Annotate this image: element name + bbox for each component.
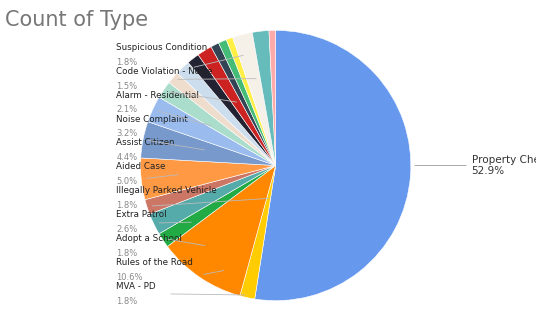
Text: Rules of the Road: Rules of the Road (116, 258, 193, 267)
Text: 1.5%: 1.5% (116, 81, 137, 90)
Wedge shape (240, 166, 276, 299)
Text: 2.1%: 2.1% (116, 106, 137, 115)
Wedge shape (169, 73, 276, 166)
Wedge shape (198, 47, 276, 166)
Wedge shape (145, 166, 276, 214)
Text: 1.8%: 1.8% (116, 201, 137, 210)
Text: Count of Type: Count of Type (5, 10, 148, 30)
Text: 2.6%: 2.6% (116, 225, 137, 234)
Text: Property Check
52.9%: Property Check 52.9% (415, 155, 536, 176)
Wedge shape (177, 63, 276, 166)
Wedge shape (269, 30, 276, 166)
Wedge shape (219, 40, 276, 166)
Text: Suspicious Condition: Suspicious Condition (116, 43, 207, 52)
Wedge shape (211, 43, 276, 166)
Wedge shape (255, 30, 411, 301)
Text: Alarm - Residential: Alarm - Residential (116, 91, 199, 100)
Wedge shape (252, 30, 276, 166)
Text: Noise Complaint: Noise Complaint (116, 115, 188, 123)
Text: Assist Citizen: Assist Citizen (116, 138, 175, 147)
Text: 1.8%: 1.8% (116, 249, 137, 258)
Wedge shape (233, 32, 276, 166)
Text: Extra Patrol: Extra Patrol (116, 210, 167, 219)
Text: Illegally Parked Vehicle: Illegally Parked Vehicle (116, 186, 217, 195)
Text: 5.0%: 5.0% (116, 177, 137, 186)
Wedge shape (167, 166, 276, 296)
Wedge shape (226, 37, 276, 166)
Text: 3.2%: 3.2% (116, 129, 137, 138)
Text: 1.8%: 1.8% (116, 58, 137, 67)
Wedge shape (148, 97, 276, 166)
Wedge shape (188, 55, 276, 166)
Text: 1.8%: 1.8% (116, 297, 137, 306)
Text: MVA - PD: MVA - PD (116, 282, 156, 291)
Text: Aided Case: Aided Case (116, 162, 166, 171)
Wedge shape (159, 166, 276, 247)
Wedge shape (150, 166, 276, 234)
Wedge shape (159, 82, 276, 166)
Text: Adopt a School: Adopt a School (116, 234, 182, 243)
Text: Code Violation - Noise: Code Violation - Noise (116, 67, 213, 76)
Text: 4.4%: 4.4% (116, 153, 137, 162)
Wedge shape (140, 158, 276, 200)
Wedge shape (141, 122, 276, 166)
Text: 10.6%: 10.6% (116, 273, 143, 282)
